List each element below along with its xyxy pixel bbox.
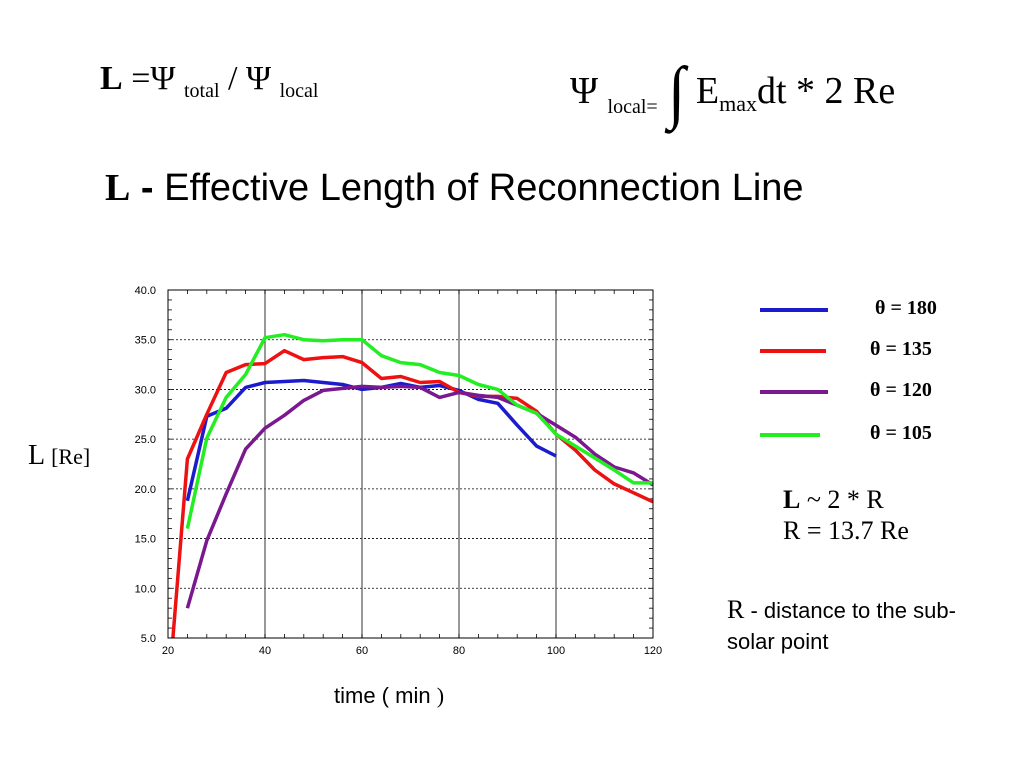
subscript-max: max	[719, 91, 757, 116]
legend-item: θ = 120	[760, 377, 990, 407]
y-tick-label: 35.0	[135, 335, 156, 347]
x-tick-label: 40	[259, 645, 271, 657]
line-chart: 5.0 10.0 15.0 20.0 25.0 30.0 35.0 40.0 20 40 60 80 1…	[135, 285, 663, 657]
legend-label: θ = 105	[870, 422, 932, 444]
integral-icon: ∫	[668, 54, 686, 131]
x-axis-label-main: time ( min	[334, 683, 431, 708]
title-l-symbol: L	[105, 167, 131, 209]
series-line-1	[171, 348, 654, 639]
psi-local-equation: Ψ local= ∫ Emaxdt * 2 Re	[570, 58, 895, 128]
x-tick-label: 100	[547, 645, 565, 657]
series-line-2	[185, 384, 654, 609]
note-l-symbol: L	[783, 485, 801, 514]
legend-swatch	[760, 349, 826, 353]
legend-item: θ = 135	[760, 336, 990, 366]
page-title: L - Effective Length of Reconnection Lin…	[105, 167, 804, 210]
x-axis-label-close: )	[436, 683, 445, 708]
legend-label: θ = 180	[875, 297, 937, 319]
x-tick-label: 120	[644, 645, 662, 657]
y-tick-label: 30.0	[135, 384, 156, 396]
psi-symbol: Ψ	[570, 70, 599, 112]
legend-swatch	[760, 390, 828, 394]
y-tick-label: 5.0	[141, 633, 156, 645]
subscript-total: total	[183, 80, 220, 102]
note-r-symbol: R	[727, 595, 745, 624]
psi-symbol-2: Ψ	[245, 60, 272, 97]
x-tick-label: 20	[162, 645, 174, 657]
l-symbol: L	[100, 60, 123, 97]
approximation-line-1: L ~ 2 * R	[783, 484, 909, 515]
chart-series	[171, 332, 654, 639]
psi-symbol: Ψ	[150, 60, 176, 97]
legend-item: θ = 105	[760, 420, 990, 450]
approximation-line-2: R = 13.7 Re	[783, 516, 909, 546]
legend-label: θ = 135	[870, 338, 932, 360]
x-tick-label: 60	[356, 645, 368, 657]
plot-frame	[167, 289, 654, 639]
note-r-description: - distance to the sub-solar point	[727, 598, 956, 655]
title-dash: -	[130, 167, 165, 209]
y-tick-label: 40.0	[135, 285, 156, 297]
y-tick-label: 10.0	[135, 583, 156, 595]
subscript-local: local	[607, 96, 647, 118]
r-definition-note: R - distance to the sub-solar point	[727, 592, 997, 657]
y-axis-label: L [Re]	[28, 440, 90, 472]
y-tick-label: 25.0	[135, 434, 156, 446]
y-tick-label: 15.0	[135, 534, 156, 546]
psi-ratio-equation: L =Ψ total / Ψ local	[100, 60, 319, 102]
approximation-note: L ~ 2 * R R = 13.7 Re	[783, 484, 909, 546]
equals-sign: =	[131, 60, 151, 97]
x-tick-label: 80	[453, 645, 465, 657]
y-tick-label: 20.0	[135, 484, 156, 496]
legend-item: θ = 180	[760, 295, 990, 325]
x-axis-label: time ( min )	[334, 683, 444, 709]
note-l-rest: ~ 2 * R	[800, 485, 884, 514]
chart-tick-labels: 5.0 10.0 15.0 20.0 25.0 30.0 35.0 40.0 20 40 60 80 1…	[135, 285, 663, 657]
legend-swatch	[760, 308, 828, 312]
y-axis-label-unit: [Re]	[51, 444, 91, 469]
series-line-3	[185, 332, 653, 529]
subscript-local: local	[279, 80, 319, 102]
legend-label: θ = 120	[870, 379, 932, 401]
legend-swatch	[760, 433, 820, 437]
equals-sign: =	[646, 96, 658, 118]
e-symbol: E	[695, 70, 720, 112]
slash-sign: /	[228, 60, 238, 97]
title-text: Effective Length of Reconnection Line	[164, 167, 804, 209]
y-axis-label-main: L	[28, 440, 45, 471]
equation-rest: dt * 2 Re	[757, 70, 896, 112]
